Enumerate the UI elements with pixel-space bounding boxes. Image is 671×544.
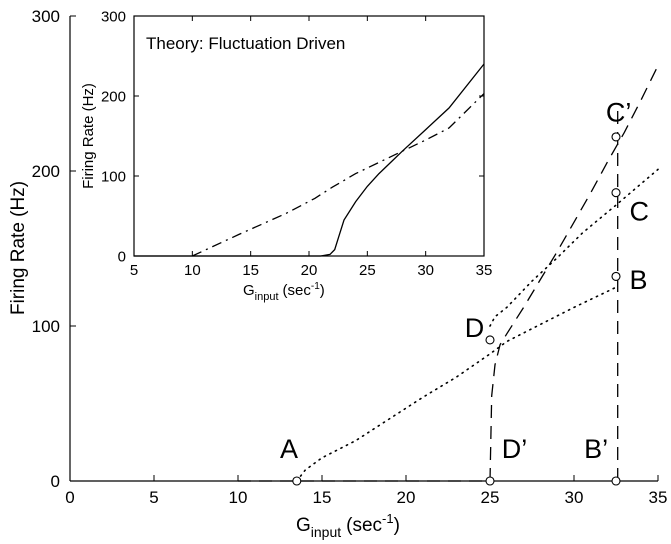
main-point-label: B’ bbox=[584, 434, 608, 464]
main-series bbox=[238, 65, 659, 482]
inset-x-axis-label: Ginput (sec-1) bbox=[243, 281, 325, 303]
inset-series-line-0 bbox=[134, 63, 485, 257]
main-series-line-1 bbox=[489, 168, 659, 327]
main-point-label: B bbox=[629, 265, 647, 295]
inset-x-axis-label-sup: -1 bbox=[311, 281, 320, 292]
inset-x-tick-label: 35 bbox=[476, 262, 493, 279]
main-series-line-0 bbox=[295, 286, 617, 482]
main-point-label: C bbox=[629, 197, 649, 227]
main-point-marker bbox=[611, 132, 621, 142]
main-point-marker bbox=[485, 476, 495, 486]
inset-x-tick-label: 25 bbox=[359, 262, 376, 279]
inset-title: Theory: Fluctuation Driven bbox=[146, 34, 345, 53]
inset-chart: 5 10 15 20 25 30 35 0 100 200 300 Theory: Fluctua… bbox=[80, 8, 492, 303]
inset-series bbox=[134, 63, 485, 257]
main-x-axis-label-close: ) bbox=[394, 515, 400, 536]
main-point-label: A bbox=[280, 434, 298, 464]
inset-y-ticks: 0 100 200 300 bbox=[101, 8, 484, 265]
main-x-axis-label-g: G bbox=[296, 515, 311, 536]
inset-x-tick-label: 15 bbox=[242, 262, 259, 279]
inset-x-axis-label-g: G bbox=[243, 282, 255, 299]
main-x-axis-label-unit: (sec bbox=[346, 515, 382, 536]
main-series-line-2 bbox=[238, 65, 659, 482]
main-x-axis-label: Ginput (sec-1) bbox=[296, 511, 400, 540]
inset-y-tick-label: 300 bbox=[101, 8, 126, 25]
main-y-tick-label: 100 bbox=[32, 317, 60, 336]
main-point-label: C’ bbox=[606, 97, 632, 127]
inset-x-axis-label-close: ) bbox=[320, 282, 325, 299]
inset-series-line-1 bbox=[192, 93, 485, 257]
inset-x-ticks: 5 10 15 20 25 30 35 bbox=[130, 16, 493, 279]
main-point-marker bbox=[292, 476, 302, 486]
main-x-axis-label-sub: input bbox=[311, 524, 341, 540]
inset-x-axis-label-unit: (sec bbox=[283, 282, 312, 299]
inset-y-tick-label: 200 bbox=[101, 88, 126, 105]
main-x-ticks: 0 5 10 15 20 25 30 35 bbox=[65, 475, 667, 507]
main-annotations: A D’ B’ D B C C’ bbox=[280, 97, 649, 463]
main-y-ticks: 0 100 200 300 bbox=[32, 7, 76, 491]
inset-y-tick-label: 100 bbox=[101, 168, 126, 185]
main-point-marker bbox=[611, 476, 621, 486]
main-point-marker bbox=[485, 335, 495, 345]
main-x-tick-label: 5 bbox=[149, 488, 158, 507]
main-y-axis-label: Firing Rate (Hz) bbox=[8, 181, 29, 315]
main-x-tick-label: 35 bbox=[649, 488, 668, 507]
inset-x-axis-label-sub: input bbox=[255, 291, 279, 303]
main-x-tick-label: 10 bbox=[229, 488, 248, 507]
inset-y-tick-label: 0 bbox=[118, 248, 126, 265]
main-point-label: D’ bbox=[502, 434, 528, 464]
main-point-label: D bbox=[465, 313, 485, 343]
main-x-tick-label: 30 bbox=[565, 488, 584, 507]
main-x-axis-label-sup: -1 bbox=[382, 511, 394, 526]
inset-x-tick-label: 5 bbox=[130, 262, 138, 279]
inset-y-axis-label: Firing Rate (Hz) bbox=[80, 83, 97, 189]
inset-plot-frame bbox=[133, 15, 485, 257]
main-x-tick-label: 0 bbox=[65, 488, 74, 507]
main-x-tick-label: 25 bbox=[481, 488, 500, 507]
main-y-tick-label: 200 bbox=[32, 162, 60, 181]
inset-x-tick-label: 20 bbox=[301, 262, 318, 279]
main-point-marker bbox=[611, 271, 621, 281]
main-x-tick-label: 15 bbox=[313, 488, 332, 507]
main-markers bbox=[292, 132, 621, 486]
main-x-tick-label: 20 bbox=[397, 488, 416, 507]
main-y-tick-label: 300 bbox=[32, 7, 60, 26]
main-y-tick-label: 0 bbox=[51, 472, 60, 491]
main-point-marker bbox=[611, 188, 621, 198]
inset-x-tick-label: 30 bbox=[417, 262, 434, 279]
inset-x-tick-label: 10 bbox=[184, 262, 201, 279]
